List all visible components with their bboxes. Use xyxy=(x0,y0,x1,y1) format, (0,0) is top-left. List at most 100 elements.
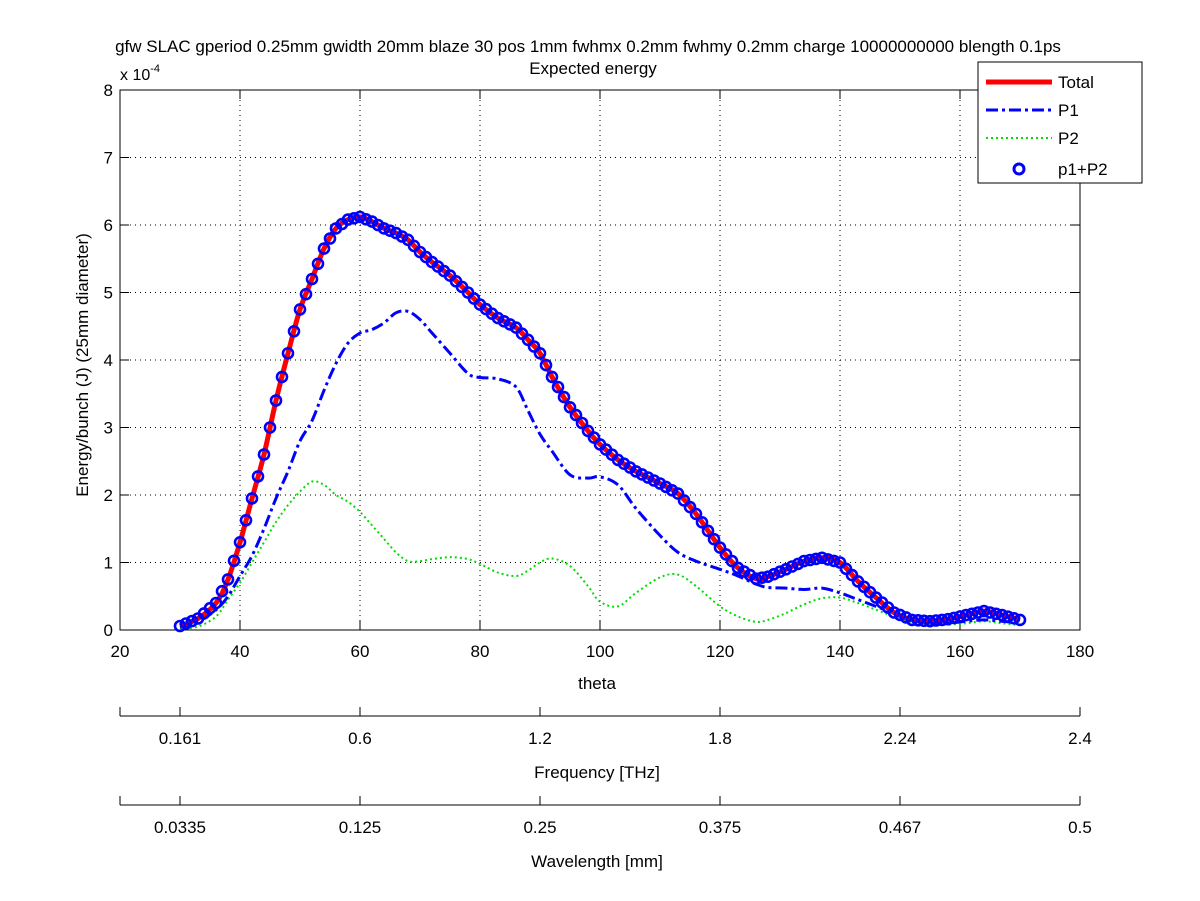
wavelength-axis: 0.0335 0.125 0.25 0.375 0.467 0.5 xyxy=(119,796,1092,837)
series-marker-p1p2 xyxy=(1013,613,1027,627)
series-marker-p1p2 xyxy=(629,465,643,478)
series-marker-p1p2 xyxy=(647,474,661,487)
series-marker-p1p2 xyxy=(317,242,331,255)
series-marker-p1p2 xyxy=(281,346,295,360)
legend-swatch-p1p2 xyxy=(1012,162,1026,176)
series-marker-p1p2 xyxy=(899,611,913,624)
series-marker-p1p2 xyxy=(347,212,361,225)
series-marker-p1p2 xyxy=(767,567,781,581)
series-marker-p1p2 xyxy=(965,607,979,621)
series-marker-p1p2 xyxy=(827,554,841,568)
series-marker-p1p2 xyxy=(947,611,961,625)
series-marker-p1p2 xyxy=(809,552,823,566)
series-marker-p1p2 xyxy=(383,224,397,237)
x-tick-label: 120 xyxy=(706,642,734,661)
series-marker-p1p2 xyxy=(311,257,325,271)
series-marker-p1p2 xyxy=(905,613,919,627)
series-marker-p1p2 xyxy=(545,370,559,384)
frequency-tick-label: 0.161 xyxy=(159,729,202,748)
legend-label-p1: P1 xyxy=(1058,101,1079,120)
series-marker-p1p2 xyxy=(287,324,301,338)
frequency-tick-label: 2.4 xyxy=(1068,729,1092,748)
y-tick-label: 3 xyxy=(104,419,113,438)
wavelength-axis-label: Wavelength [mm] xyxy=(531,852,663,871)
series-marker-p1p2 xyxy=(539,358,553,372)
series-marker-p1p2 xyxy=(245,492,259,505)
series-marker-p1p2 xyxy=(275,370,289,384)
series-marker-p1p2 xyxy=(983,606,997,619)
series-marker-p1p2 xyxy=(821,553,835,566)
series-marker-p1p2 xyxy=(785,560,799,573)
wavelength-tick-label: 0.25 xyxy=(523,818,556,837)
series-marker-p1p2 xyxy=(977,604,991,618)
series-marker-p1p2 xyxy=(257,448,271,461)
series-marker-p1p2 xyxy=(1001,610,1015,624)
x-tick-label: 80 xyxy=(471,642,490,661)
frequency-axis-label: Frequency [THz] xyxy=(534,763,660,782)
wavelength-tick-label: 0.467 xyxy=(879,818,922,837)
series-marker-p1p2 xyxy=(935,613,949,627)
x-tick-label: 140 xyxy=(826,642,854,661)
series-marker-p1p2 xyxy=(791,557,805,571)
y-tick-label: 1 xyxy=(104,554,113,573)
series-marker-p1p2 xyxy=(917,614,931,628)
frequency-tick-label: 0.6 xyxy=(348,729,372,748)
frequency-tick-label: 2.24 xyxy=(883,729,916,748)
series-marker-p1p2 xyxy=(269,394,283,407)
series-marker-p1p2 xyxy=(551,380,565,394)
series-marker-p1p2 xyxy=(299,287,313,301)
series-marker-p1p2 xyxy=(533,346,547,360)
series-marker-p1p2 xyxy=(377,222,391,235)
series-marker-p1p2 xyxy=(563,400,577,414)
series-marker-p1p2 xyxy=(707,532,721,546)
series-marker-p1p2 xyxy=(557,390,571,404)
x-tick-label: 40 xyxy=(231,642,250,661)
series-marker-p1p2 xyxy=(893,608,907,622)
series-marker-p1p2 xyxy=(323,232,337,245)
y-tick-label: 2 xyxy=(104,486,113,505)
y-axis-label: Energy/bunch (J) (25mm diameter) xyxy=(73,233,92,497)
series-marker-p1p2 xyxy=(815,551,829,565)
series-marker-p1p2 xyxy=(185,614,199,628)
series-marker-p1p2 xyxy=(221,573,235,586)
legend-label-p2: P2 xyxy=(1058,129,1079,148)
series-marker-p1p2 xyxy=(1007,611,1021,625)
x-axis-label: theta xyxy=(578,674,616,693)
series-marker-p1p2 xyxy=(305,272,319,286)
series-marker-p1p2 xyxy=(179,617,193,630)
series-marker-p1p2 xyxy=(995,608,1009,622)
series-marker-p1p2 xyxy=(209,596,223,610)
grid-lines xyxy=(120,90,1080,630)
series-marker-p1p2 xyxy=(341,213,355,226)
y-tick-label: 7 xyxy=(104,149,113,168)
frequency-tick-label: 1.2 xyxy=(528,729,552,748)
wavelength-tick-label: 0.5 xyxy=(1068,818,1092,837)
series-marker-p1p2 xyxy=(953,610,967,623)
series-marker-p1p2 xyxy=(233,535,247,549)
series-marker-p1p2 xyxy=(701,524,715,538)
series-marker-p1p2 xyxy=(173,619,187,633)
series-marker-p1p2 xyxy=(263,421,277,434)
series-line-p2 xyxy=(179,480,1021,630)
series-marker-p1p2 xyxy=(227,554,241,568)
series-marker-p1p2 xyxy=(923,614,937,628)
chart-subtitle: Expected energy xyxy=(529,59,657,78)
x-tick-label: 180 xyxy=(1066,642,1094,661)
series-marker-p1p2 xyxy=(959,608,973,622)
series-marker-p1p2 xyxy=(779,562,793,576)
x-tick-label: 160 xyxy=(946,642,974,661)
series-marker-p1p2 xyxy=(929,614,943,627)
series-marker-p1p2 xyxy=(749,572,763,586)
series-marker-p1p2 xyxy=(575,416,589,430)
chart-title: gfw SLAC gperiod 0.25mm gwidth 20mm blaz… xyxy=(115,37,1061,56)
frequency-tick-label: 1.8 xyxy=(708,729,732,748)
series-marker-p1p2 xyxy=(755,571,769,585)
y-tick-label: 5 xyxy=(104,284,113,303)
x-tick-label: 100 xyxy=(586,642,614,661)
series-marker-p1p2 xyxy=(239,513,253,527)
y-tick-label: 6 xyxy=(104,216,113,235)
series-marker-p1p2 xyxy=(773,565,787,579)
series-marker-p1p2 xyxy=(569,408,583,422)
series-marker-p1p2 xyxy=(797,554,811,568)
